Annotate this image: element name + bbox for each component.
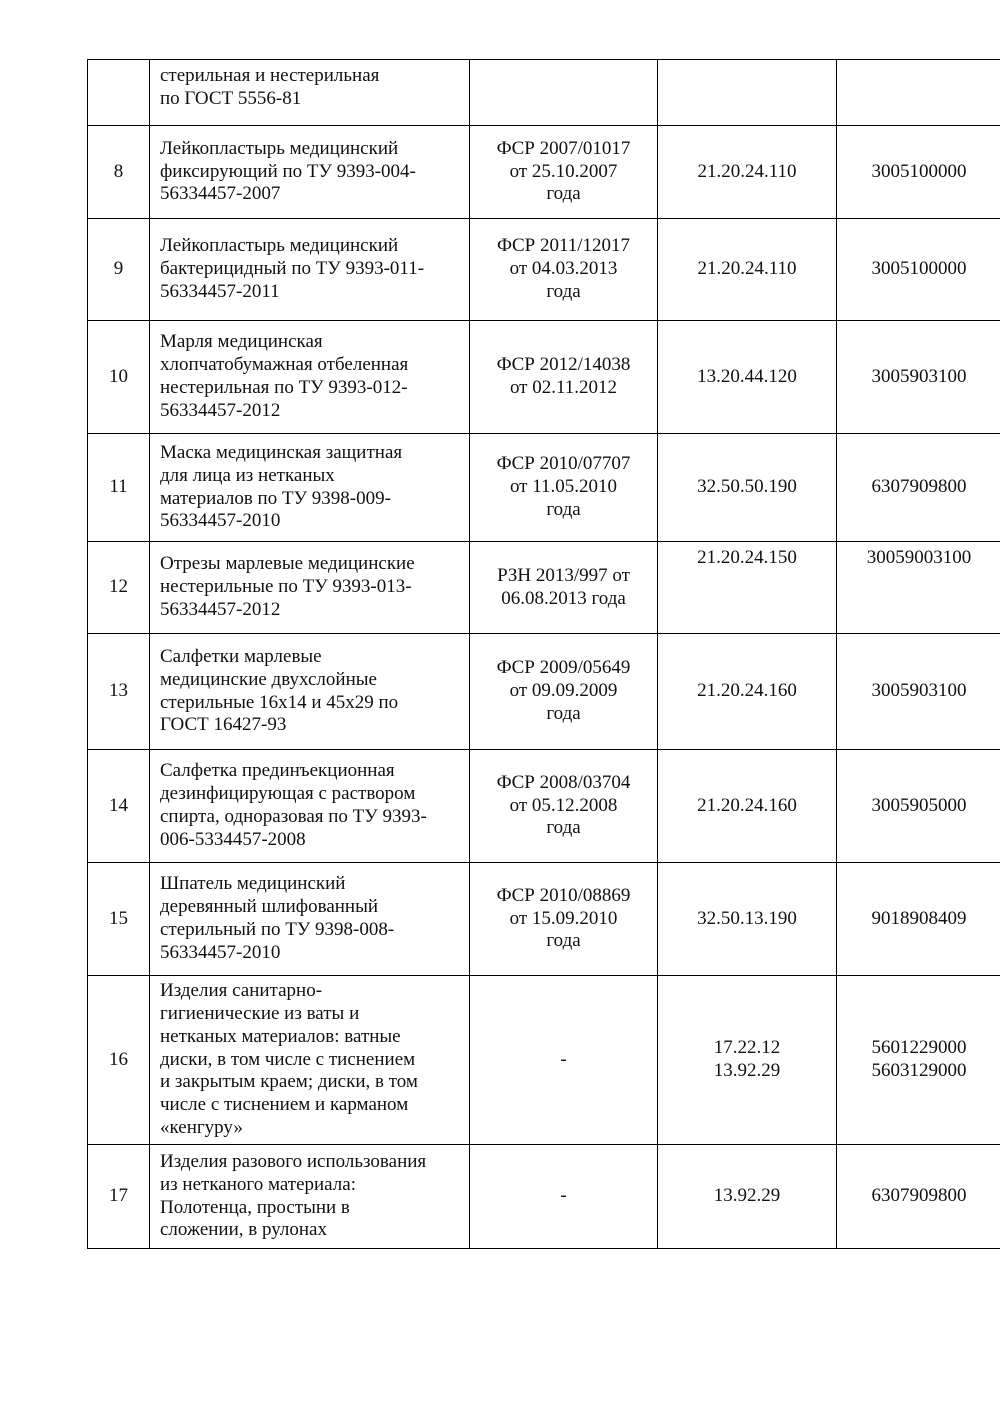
tnved-code-cell: 3005100000 [836,125,1000,219]
okpd-code-cell: 32.50.13.190 [657,862,837,976]
table-row: 10 Марля медицинская хлопчатобумажная отб… [87,320,1000,434]
row-number-cell [87,59,150,126]
tnved-code-cell: 3005903100 [836,633,1000,750]
table-row: 12 Отрезы марлевые медицинские нестерильн… [87,541,1000,634]
product-name-cell: Изделия разового использования из неткан… [149,1144,470,1249]
tnved-code-cell: 3005905000 [836,749,1000,863]
products-table: стерильная и нестерильная по ГОСТ 5556-8… [87,59,1000,1249]
product-name-cell: Лейкопластырь медицинский фиксирующий по… [149,125,470,219]
tnved-code-cell: 3005100000 [836,218,1000,321]
registration-certificate-cell: ФСР 2010/08869 от 15.09.2010 года [469,862,658,976]
table-row: 9 Лейкопластырь медицинский бактерицидный… [87,218,1000,321]
tnved-code-cell [836,59,1000,126]
okpd-code-cell: 21.20.24.160 [657,633,837,750]
tnved-code-cell: 30059003100 [836,541,1000,634]
product-name-cell: стерильная и нестерильная по ГОСТ 5556-8… [149,59,470,126]
okpd-code-cell: 21.20.24.110 [657,125,837,219]
table-row: стерильная и нестерильная по ГОСТ 5556-8… [87,59,1000,126]
tnved-code-cell: 9018908409 [836,862,1000,976]
tnved-code-cell: 3005903100 [836,320,1000,434]
row-number-cell: 12 [87,541,150,634]
product-name-cell: Маска медицинская защитная для лица из н… [149,433,470,542]
row-number-cell: 13 [87,633,150,750]
registration-certificate-cell: - [469,1144,658,1249]
product-name-cell: Лейкопластырь медицинский бактерицидный … [149,218,470,321]
registration-certificate-cell: ФСР 2012/14038 от 02.11.2012 [469,320,658,434]
registration-certificate-cell: ФСР 2007/01017 от 25.10.2007 года [469,125,658,219]
row-number-cell: 11 [87,433,150,542]
row-number-cell: 15 [87,862,150,976]
okpd-code-cell: 13.92.29 [657,1144,837,1249]
row-number-cell: 16 [87,975,150,1145]
registration-certificate-cell: - [469,975,658,1145]
table-row: 8 Лейкопластырь медицинский фиксирующий п… [87,125,1000,219]
tnved-code-cell: 6307909800 [836,433,1000,542]
row-number-cell: 14 [87,749,150,863]
row-number-cell: 8 [87,125,150,219]
registration-certificate-cell: ФСР 2009/05649 от 09.09.2009 года [469,633,658,750]
registration-certificate-cell: ФСР 2008/03704 от 05.12.2008 года [469,749,658,863]
row-number-cell: 17 [87,1144,150,1249]
registration-certificate-cell: ФСР 2010/07707 от 11.05.2010 года [469,433,658,542]
row-number-cell: 9 [87,218,150,321]
table-row: 11 Маска медицинская защитная для лица из… [87,433,1000,542]
product-name-cell: Шпатель медицинский деревянный шлифованн… [149,862,470,976]
table-row: 15 Шпатель медицинский деревянный шлифова… [87,862,1000,976]
okpd-code-cell: 21.20.24.150 [657,541,837,634]
okpd-code-cell [657,59,837,126]
product-name-cell: Изделия санитарно- гигиенические из ваты… [149,975,470,1145]
okpd-code-cell: 13.20.44.120 [657,320,837,434]
product-name-cell: Салфетка прединъекционная дезинфицирующа… [149,749,470,863]
registration-certificate-cell [469,59,658,126]
product-name-cell: Отрезы марлевые медицинские нестерильные… [149,541,470,634]
table-row: 16 Изделия санитарно- гигиенические из ва… [87,975,1000,1145]
okpd-code-cell: 21.20.24.160 [657,749,837,863]
table-row: 17 Изделия разового использования из нетк… [87,1144,1000,1249]
product-name-cell: Марля медицинская хлопчатобумажная отбел… [149,320,470,434]
okpd-code-cell: 32.50.50.190 [657,433,837,542]
product-name-cell: Салфетки марлевые медицинские двухслойны… [149,633,470,750]
okpd-code-cell: 21.20.24.110 [657,218,837,321]
row-number-cell: 10 [87,320,150,434]
tnved-code-cell: 6307909800 [836,1144,1000,1249]
table-row: 14 Салфетка прединъекционная дезинфицирую… [87,749,1000,863]
tnved-code-cell: 5601229000 5603129000 [836,975,1000,1145]
registration-certificate-cell: ФСР 2011/12017 от 04.03.2013 года [469,218,658,321]
registration-certificate-cell: РЗН 2013/997 от 06.08.2013 года [469,541,658,634]
table-row: 13 Салфетки марлевые медицинские двухслой… [87,633,1000,750]
products-table-body: стерильная и нестерильная по ГОСТ 5556-8… [87,59,1000,1249]
okpd-code-cell: 17.22.12 13.92.29 [657,975,837,1145]
